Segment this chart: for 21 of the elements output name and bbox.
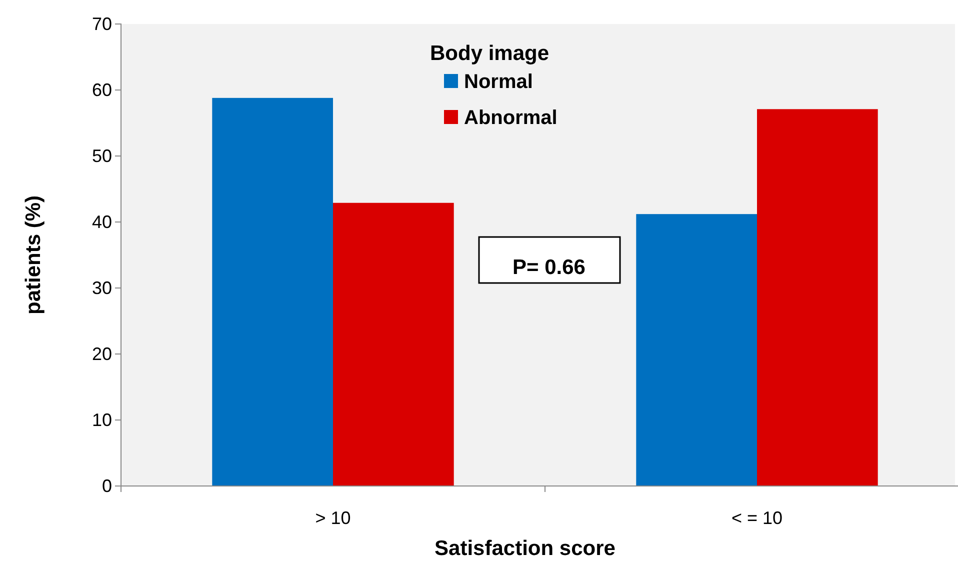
- y-tick-label: 20: [92, 344, 112, 364]
- bar: [212, 98, 333, 486]
- bar: [636, 214, 757, 486]
- y-tick-label: 60: [92, 80, 112, 100]
- y-tick-label: 0: [102, 476, 112, 496]
- y-tick-label: 40: [92, 212, 112, 232]
- y-tick-label: 70: [92, 14, 112, 34]
- y-tick-label: 30: [92, 278, 112, 298]
- legend-label: Abnormal: [464, 107, 558, 129]
- annotation-box: P= 0.66: [478, 236, 621, 284]
- annotation: P= 0.66: [512, 256, 586, 279]
- y-tick-label: 10: [92, 410, 112, 430]
- y-tick-label: 50: [92, 146, 112, 166]
- legend-label: Normal: [464, 71, 533, 93]
- y-axis-title: patients (%): [22, 195, 45, 315]
- legend-title: Body image: [430, 42, 550, 65]
- bar: [333, 202, 454, 486]
- x-tick-label: < = 10: [731, 508, 783, 528]
- bar: [757, 109, 878, 486]
- x-tick-label: > 10: [315, 508, 351, 528]
- x-axis-title: Satisfaction score: [434, 537, 616, 560]
